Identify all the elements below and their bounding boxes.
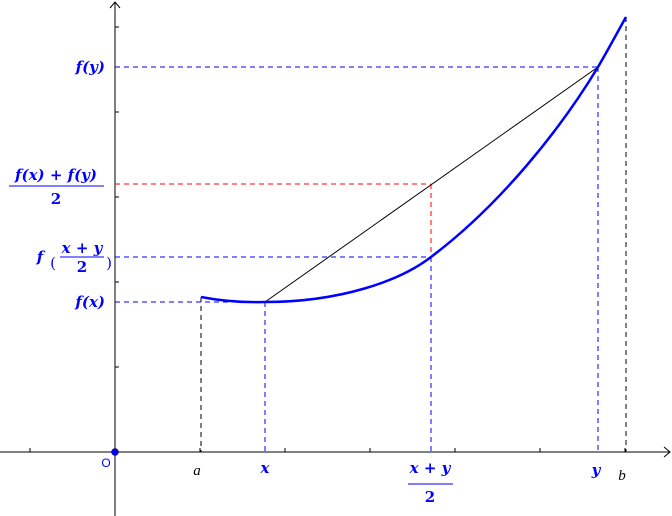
chord: [264, 66, 599, 303]
svg-text:(: (: [50, 254, 56, 272]
label-x: x: [260, 459, 271, 477]
svg-text:2: 2: [77, 258, 87, 276]
guide-lines: [115, 17, 627, 452]
svg-text:2: 2: [425, 488, 435, 506]
x-axis-arrow-icon: [663, 446, 671, 458]
convex-curve: [200, 16, 628, 304]
x-ticks: [29, 448, 626, 452]
label-origin: O: [101, 456, 110, 470]
svg-text:f(x) + f(y): f(x) + f(y): [14, 166, 97, 184]
svg-text:): ): [106, 254, 112, 272]
y-axis-arrow-icon: [109, 1, 121, 9]
origin-point: [111, 448, 119, 456]
svg-text:x + y: x + y: [61, 239, 104, 257]
svg-text:x + y: x + y: [409, 459, 452, 477]
label-f-x: f(x): [74, 293, 105, 311]
label-y: y: [591, 461, 602, 479]
label-a: a: [193, 463, 201, 479]
y-ticks: [115, 26, 119, 368]
label-midpoint: x + y 2: [408, 459, 453, 506]
svg-text:f: f: [36, 248, 46, 266]
label-f-of-midpoint: f ( x + y 2 ): [36, 239, 112, 276]
svg-text:2: 2: [51, 190, 61, 208]
label-b: b: [618, 468, 626, 484]
label-mean-of-values: f(x) + f(y) 2: [9, 166, 104, 208]
label-f-y: f(y): [75, 58, 105, 76]
